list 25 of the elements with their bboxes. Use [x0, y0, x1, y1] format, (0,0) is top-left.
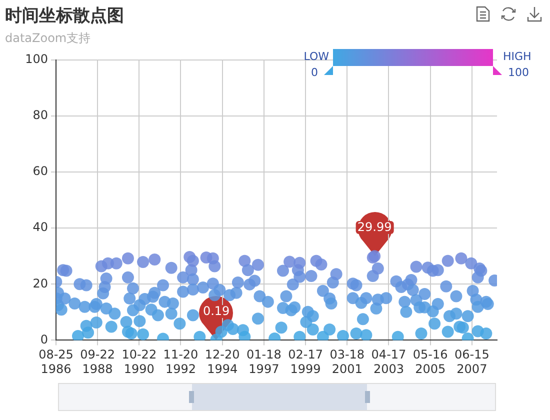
x-tick-label: 01-18 1997: [246, 348, 282, 376]
x-tick-label: 12-20 1994: [204, 348, 240, 376]
x-tick-label: 10-22 1990: [122, 348, 157, 376]
text: 100: [508, 66, 529, 79]
x-tick-label: 09-22 1988: [80, 348, 115, 376]
text: HIGH: [503, 50, 532, 63]
chart-subtitle: dataZoom支持: [5, 30, 91, 47]
annotation: 0.19: [200, 304, 232, 318]
y-tick-label: 40: [32, 220, 48, 234]
y-tick-label: 80: [32, 108, 48, 122]
y-tick-label: 0: [40, 332, 48, 346]
y-tick-label: 60: [32, 164, 48, 178]
annotation: 29.99: [355, 220, 394, 234]
y-tick-label: 100: [25, 52, 48, 66]
annotation: 0: [311, 66, 318, 79]
x-tick-label: 06-15 2007: [454, 348, 490, 376]
y-tick-label: 20: [32, 276, 48, 290]
x-tick-label: 04-17 2003: [371, 348, 406, 376]
x-tick-label: 03-18 2001: [330, 348, 365, 376]
x-tick-label: 02-17 1999: [288, 348, 323, 376]
annotation: LOW: [304, 50, 329, 63]
x-tick-label: 11-20 1992: [163, 348, 198, 376]
chart-title: 时间坐标散点图: [5, 5, 124, 27]
x-tick-label: 05-16 2005: [412, 348, 448, 376]
x-tick-label: 08-25 1986: [38, 348, 74, 376]
